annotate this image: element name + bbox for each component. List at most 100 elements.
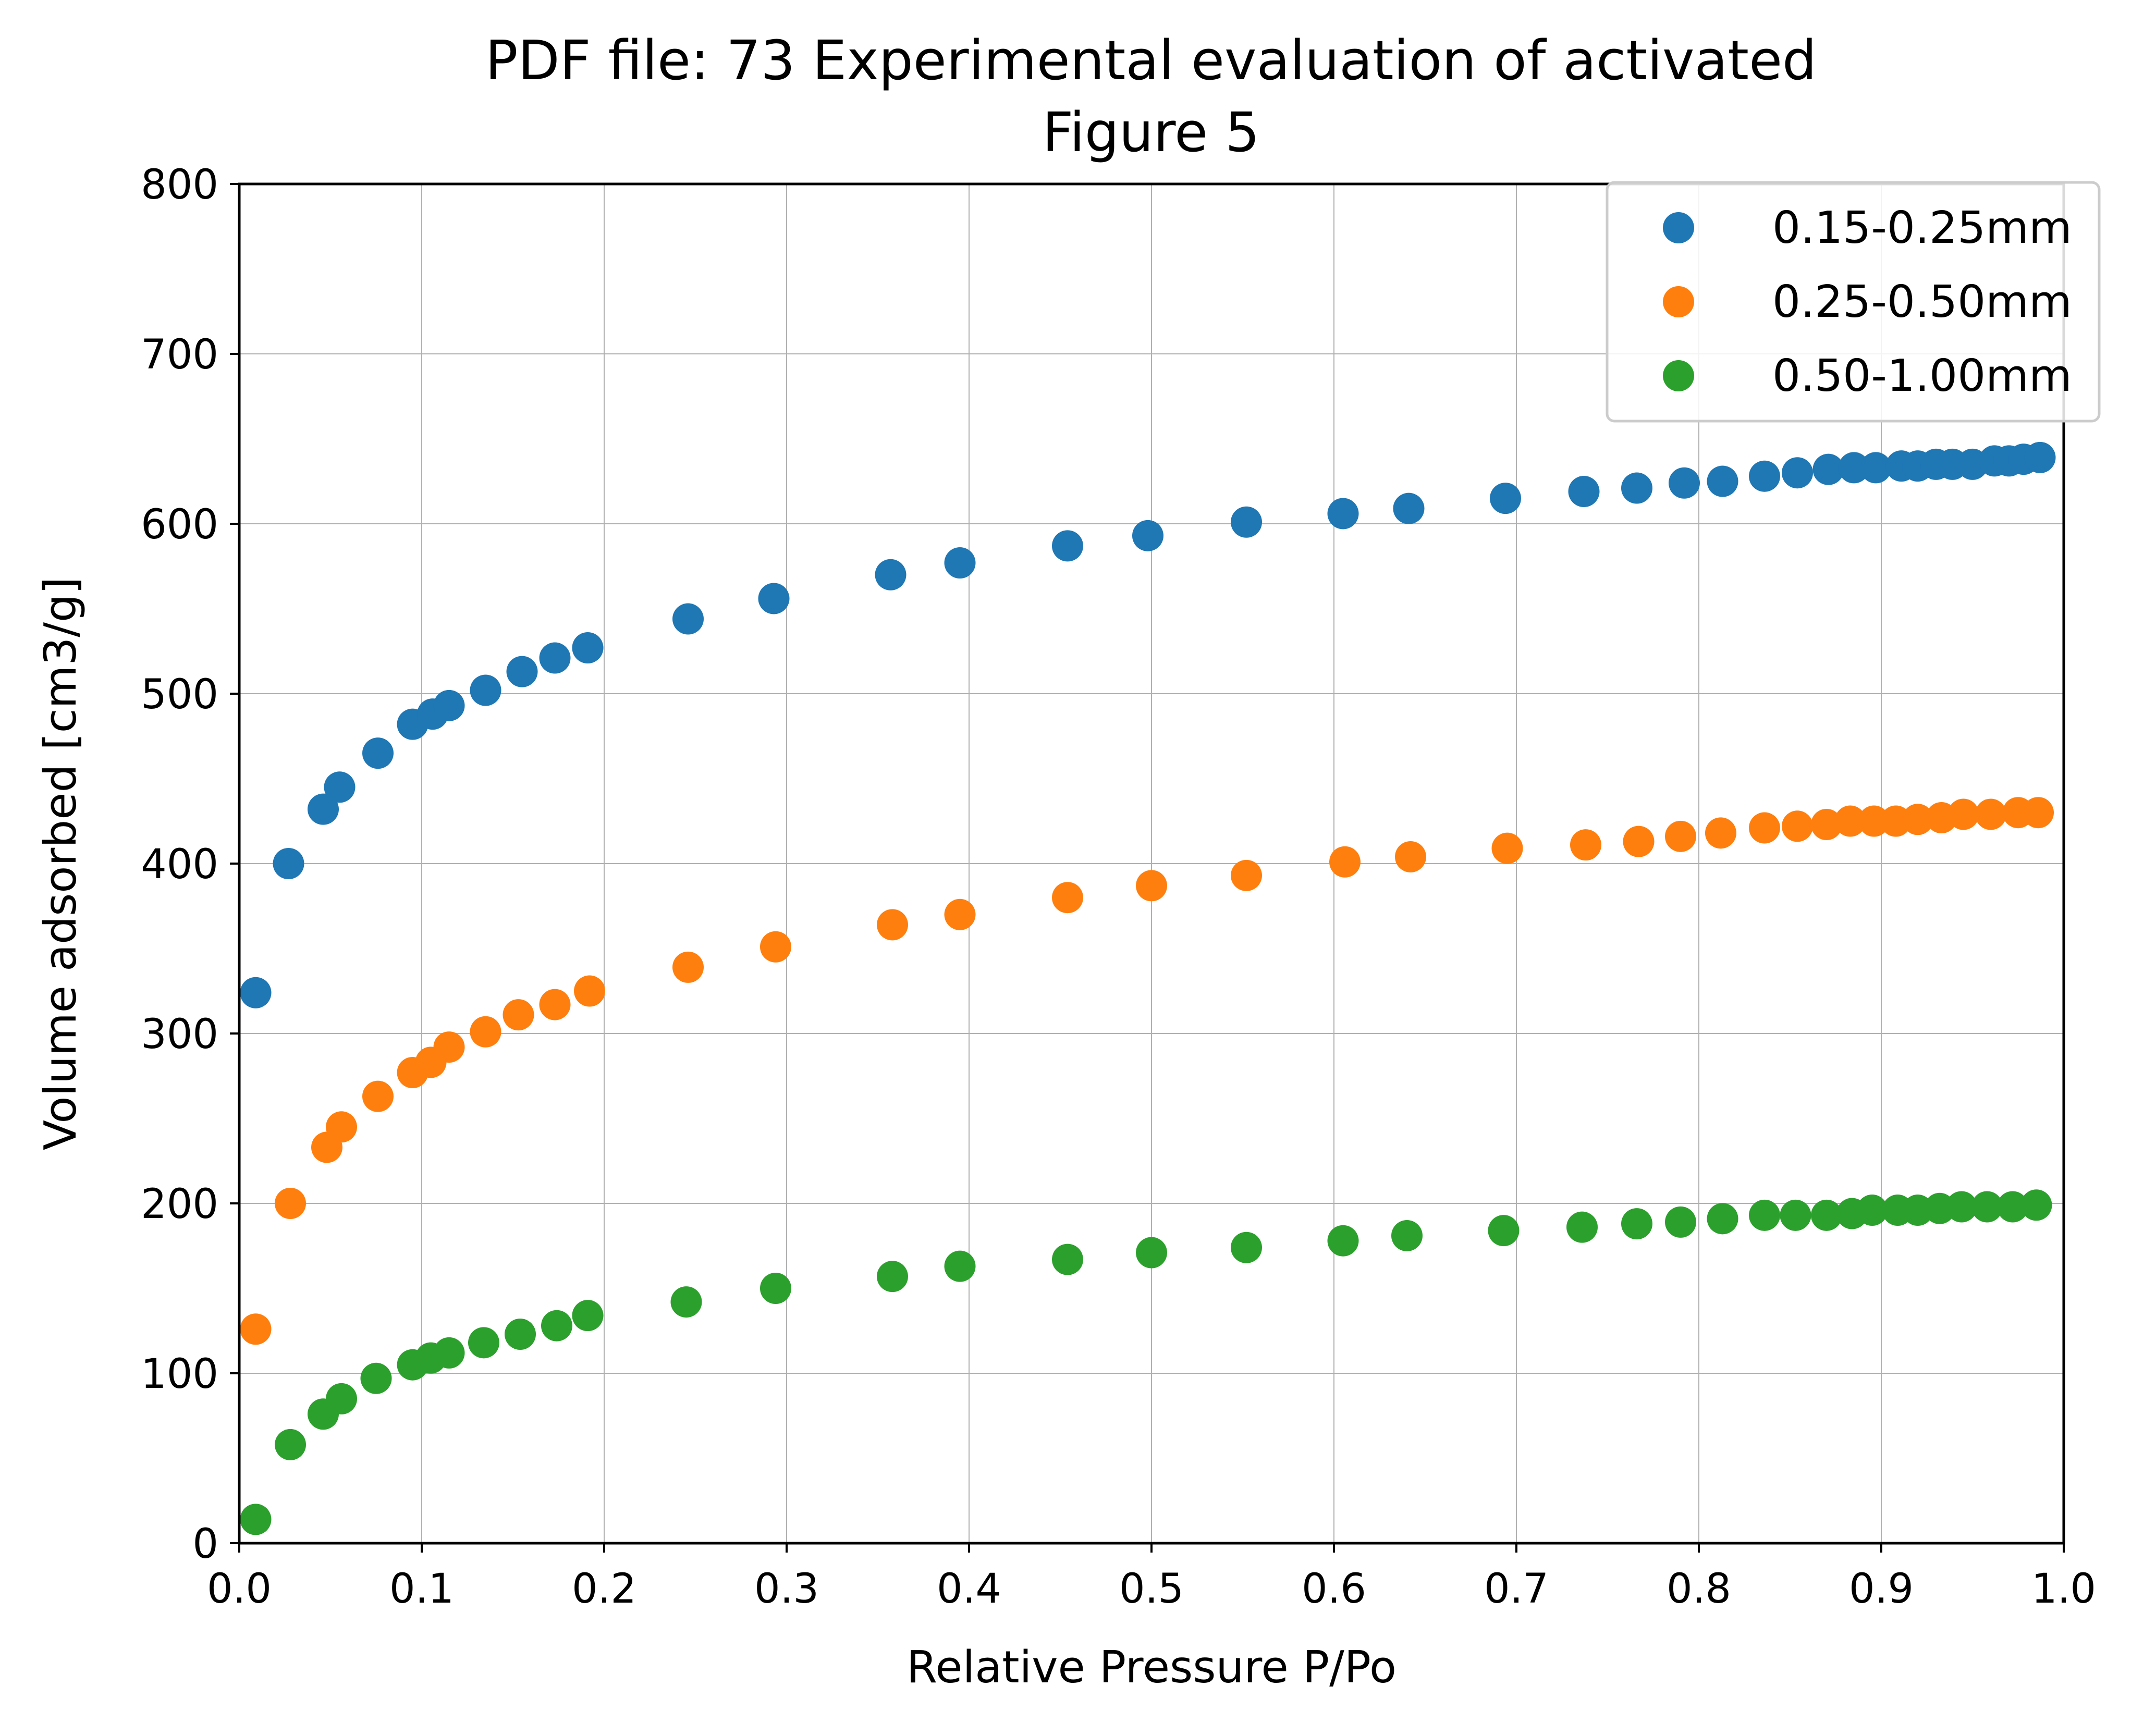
data-point [240,1313,272,1345]
data-point [1052,530,1083,562]
data-point [275,1429,306,1460]
data-point [1975,798,2006,830]
data-point [1052,1244,1083,1275]
y-tick-label: 100 [141,1351,218,1398]
y-axis-label: Volume adsorbed [cm3/g] [35,577,87,1150]
data-point [572,1300,604,1332]
chart-title: PDF file: 73 Experimental evaluation of … [485,29,1817,92]
data-point [1946,1191,1977,1223]
data-point [362,737,394,769]
series-3-points [240,1189,2052,1535]
data-point [1947,798,1979,830]
data-point [433,1337,465,1369]
data-point [1136,870,1167,902]
data-point [506,656,538,687]
y-axis-ticks: 0 100 200 300 400 500 600 700 800 [141,162,239,1568]
data-point [1705,817,1736,849]
data-point [275,1188,306,1219]
x-tick-label: 0.5 [1119,1566,1184,1613]
data-point [1621,1208,1652,1240]
x-axis-ticks: 0.0 0.1 0.2 0.3 0.4 0.5 0.6 0.7 0.8 0.9 1.0 [207,1543,2096,1613]
data-point [1566,1211,1598,1243]
data-points [240,441,2056,1535]
data-point [877,1261,908,1293]
data-point [672,951,704,983]
data-point [541,1310,572,1342]
data-point [1838,452,1870,484]
data-point [1132,520,1163,551]
data-point [1231,506,1262,538]
legend-marker-series-3 [1663,360,1694,391]
x-tick-label: 1.0 [2031,1566,2096,1613]
y-tick-label: 300 [141,1011,218,1058]
data-point [433,690,465,721]
data-point [1136,1237,1167,1269]
series-2-points [240,797,2054,1345]
data-point [1812,453,1844,485]
data-point [360,1362,392,1394]
data-point [877,909,908,941]
x-tick-label: 0.1 [389,1566,454,1613]
y-tick-label: 400 [141,841,218,888]
data-point [2023,797,2054,829]
data-point [505,1319,536,1350]
x-axis-label: Relative Pressure P/Po [906,1642,1396,1693]
data-point [1997,1191,2028,1223]
data-point [944,899,976,930]
data-point [1858,805,1890,837]
data-point [875,559,906,590]
data-point [326,1111,357,1143]
data-point [1782,457,1813,489]
data-point [944,547,976,579]
data-point [1902,804,1933,835]
data-point [1749,812,1780,844]
data-point [324,771,356,803]
x-tick-label: 0.2 [572,1566,636,1613]
data-point [1811,809,1842,841]
data-point [1782,810,1813,842]
data-point [1811,1199,1842,1231]
plot-frame [238,182,2065,1545]
data-point [1856,1195,1888,1226]
data-point [1395,841,1426,872]
data-point [1327,1225,1359,1257]
x-tick-label: 0.6 [1302,1566,1366,1613]
data-point [1707,465,1738,497]
y-tick-label: 500 [141,671,218,718]
data-point [1327,498,1359,530]
data-point [1491,832,1523,864]
data-point [760,1273,791,1304]
data-point [1329,846,1361,878]
data-point [758,583,790,614]
legend-label-series-2: 0.25-0.50mm [1772,276,2072,328]
y-tick-label: 600 [141,501,218,548]
data-point [273,848,304,879]
data-point [1490,483,1521,514]
data-point [2020,1189,2052,1221]
x-tick-label: 0.8 [1667,1566,1731,1613]
data-point [1623,826,1655,857]
data-point [326,1383,357,1414]
data-point [1231,859,1262,891]
data-point [1665,820,1696,852]
data-point [944,1250,976,1282]
data-point [672,603,704,635]
data-point [470,1016,501,1048]
chart-subtitle: Figure 5 [1043,101,1260,164]
x-tick-label: 0.4 [937,1566,1001,1613]
data-point [503,999,534,1031]
data-point [1860,452,1892,484]
data-point [760,931,791,963]
data-point [1707,1203,1738,1235]
y-tick-label: 200 [141,1181,218,1228]
data-point [1052,882,1083,914]
x-tick-label: 0.0 [207,1566,272,1613]
data-point [240,977,272,1008]
data-point [1393,493,1425,524]
series-1-points [240,441,2056,1008]
data-point [1570,829,1601,861]
data-point [1669,467,1700,499]
data-point [1391,1220,1423,1251]
